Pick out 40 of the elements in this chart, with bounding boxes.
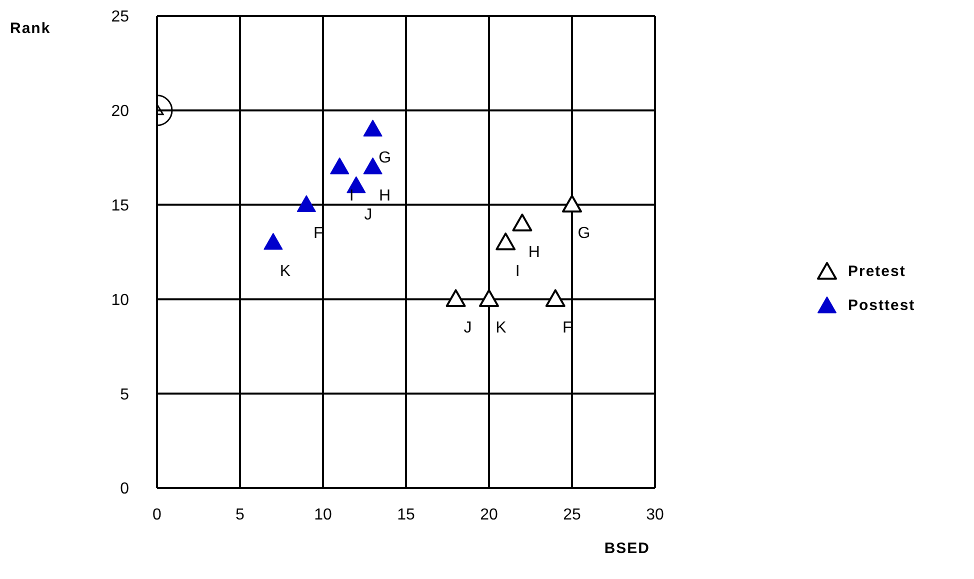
point [496,232,516,250]
annotation: J [464,320,472,337]
legend-label: Pretest [848,262,906,280]
annotation: F [314,225,324,242]
annotation: G [378,150,392,167]
x-tick-label: 0 [152,506,162,524]
point [446,289,466,307]
annotation: I [349,187,354,204]
annotation: J [364,206,372,224]
x-tick-label: 15 [397,506,415,524]
point [346,176,366,194]
x-tick-label: 25 [563,506,581,524]
point [562,194,582,213]
x-tick-label: 5 [236,506,245,524]
annotation: I [515,262,520,280]
point [479,289,499,307]
point [512,214,532,232]
annotation: H [528,244,540,262]
legend-label: Posttest [848,296,916,314]
x-tick-label: 20 [480,506,498,524]
y-axis-title: Rank [10,20,51,37]
annotation: K [280,262,291,280]
x-axis-title: BSED [604,540,650,557]
point [545,289,566,307]
y-tick-label: 5 [120,386,130,404]
y-tick-label: 25 [111,8,130,26]
y-tick-label: 15 [111,197,130,214]
point [330,158,350,174]
point [363,120,382,137]
y-tick-label: 0 [120,480,130,498]
y-tick-label: 10 [111,292,130,309]
x-tick-label: 10 [314,506,332,524]
annotation: F [562,320,573,337]
y-tick-label: 20 [111,103,130,120]
point [264,233,283,250]
x-tick-label: 30 [646,506,664,524]
annotation: H [379,187,391,204]
annotation: K [496,320,507,337]
annotation: G [578,225,590,242]
point [296,195,316,212]
